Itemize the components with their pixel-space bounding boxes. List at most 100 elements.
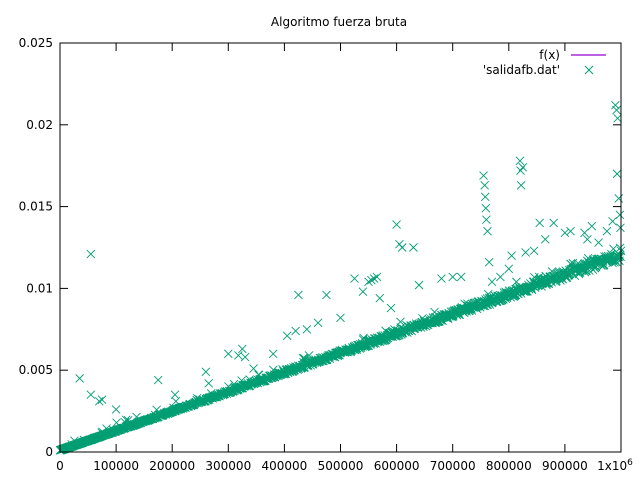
data-point-outlier: [397, 243, 407, 252]
x-tick-label: 0: [56, 459, 64, 473]
legend-label: f(x): [539, 48, 560, 62]
data-point-outlier: [504, 264, 514, 274]
data-point-outlier: [482, 215, 491, 225]
data-point-outlier: [350, 274, 359, 283]
y-tick-label: 0.025: [19, 36, 53, 50]
x-tick-label: 900000: [542, 459, 588, 473]
data-point-outlier: [238, 344, 247, 354]
data-point-outlier: [560, 228, 570, 238]
data-point-outlier: [437, 274, 446, 283]
data-point-outlier: [97, 395, 107, 404]
data-point-outlier: [612, 169, 622, 179]
data-point-outlier: [612, 105, 621, 115]
data-point-outlier: [580, 228, 589, 238]
data-point-outlier: [409, 243, 418, 252]
x-tick-label: 500000: [318, 459, 364, 473]
data-point-outlier: [372, 272, 382, 282]
data-point: [454, 310, 464, 319]
data-point-outlier: [111, 405, 121, 414]
data-point-outlier: [234, 351, 243, 360]
data-point-outlier: [483, 226, 492, 236]
data-point-outlier: [386, 303, 396, 313]
y-tick-label: 0.005: [19, 363, 53, 377]
data-point-outlier: [549, 218, 558, 228]
data-point-outlier: [518, 163, 528, 172]
data-point-outlier: [448, 272, 458, 282]
data-point-outlier: [456, 272, 466, 282]
data-point-outlier: [375, 293, 385, 303]
legend: f(x)'salidafb.dat': [483, 48, 606, 77]
data-point-outlier: [481, 203, 491, 213]
x-tick-label: 800000: [486, 459, 532, 473]
data-point-outlier: [529, 246, 539, 256]
data-point-outlier: [364, 277, 373, 287]
data-point-outlier: [367, 275, 376, 285]
data-point-outlier: [94, 396, 104, 406]
data-point-outlier: [414, 280, 424, 290]
data-point-outlier: [282, 331, 292, 341]
data-point-outlier: [322, 290, 331, 300]
x-tick-label: 100000: [93, 459, 139, 473]
x-tick-label: 400000: [261, 459, 307, 473]
data-point-outlier: [302, 324, 312, 334]
x-tick-exponent: 6: [627, 458, 633, 468]
data-point-outlier: [608, 217, 617, 226]
data-point-outlier: [587, 221, 597, 231]
data-point-outlier: [507, 251, 516, 260]
data-point-outlier: [249, 364, 258, 373]
data-point-outlier: [540, 235, 550, 244]
legend-marker-sample: [584, 65, 594, 75]
y-tick-label: 0.01: [26, 281, 53, 295]
data-point-outlier: [516, 181, 526, 190]
data-point-outlier: [392, 220, 401, 229]
data-point-outlier: [515, 156, 525, 166]
data-point-outlier: [268, 349, 278, 359]
y-tick-label: 0: [45, 445, 53, 459]
data-point-outlier: [313, 318, 323, 328]
data-point-outlier: [369, 274, 379, 283]
data-point-outlier: [204, 378, 213, 388]
data-point: [615, 243, 625, 253]
data-point-outlier: [75, 374, 84, 383]
plot-frame: [59, 42, 622, 453]
data-point-outlier: [496, 272, 505, 282]
data-point: [149, 412, 159, 422]
y-tick-label: 0.015: [19, 200, 53, 214]
data-point-outlier: [614, 194, 624, 203]
data-point-outlier: [170, 390, 180, 400]
data-point-outlier: [566, 226, 575, 236]
data-point-outlier: [594, 238, 603, 247]
x-tick-label: 200000: [149, 459, 195, 473]
data-point-outlier: [153, 375, 163, 385]
data-point-outlier: [602, 226, 612, 236]
x-tick-label: 300000: [205, 459, 251, 473]
data-point: [556, 276, 565, 285]
data-point-outlier: [615, 210, 625, 220]
data-point-outlier: [613, 113, 622, 123]
data-point-outlier: [294, 290, 303, 300]
data-point-outlier: [358, 287, 368, 296]
y-tick-label: 0.02: [26, 118, 53, 132]
data-point-outlier: [201, 367, 211, 377]
chart-title: Algoritmo fuerza bruta: [271, 15, 407, 29]
data-points: [55, 100, 626, 455]
data-point-outlier: [291, 326, 300, 336]
legend-label: 'salidafb.dat': [483, 63, 560, 77]
data-point-outlier: [240, 352, 250, 362]
data-point-outlier: [480, 192, 490, 202]
data-point-outlier: [86, 249, 96, 259]
data-point-outlier: [484, 257, 494, 267]
data-point-outlier: [611, 100, 620, 110]
axis-ticks: 0 0.005 0.01 0.015 0.02 0.025 0 100000 200000 300…: [19, 36, 634, 473]
data-point-outlier: [336, 313, 345, 323]
data-point-outlier: [86, 390, 96, 400]
x-tick-label: 600000: [374, 459, 420, 473]
data-point-outlier: [223, 349, 233, 359]
data-point-outlier: [479, 171, 488, 180]
data-point-outlier: [487, 277, 497, 287]
x-tick-label: 1x106: [597, 458, 633, 473]
data-point-outlier: [535, 218, 544, 228]
data-point-outlier: [616, 223, 625, 233]
data-point-outlier: [583, 235, 592, 244]
